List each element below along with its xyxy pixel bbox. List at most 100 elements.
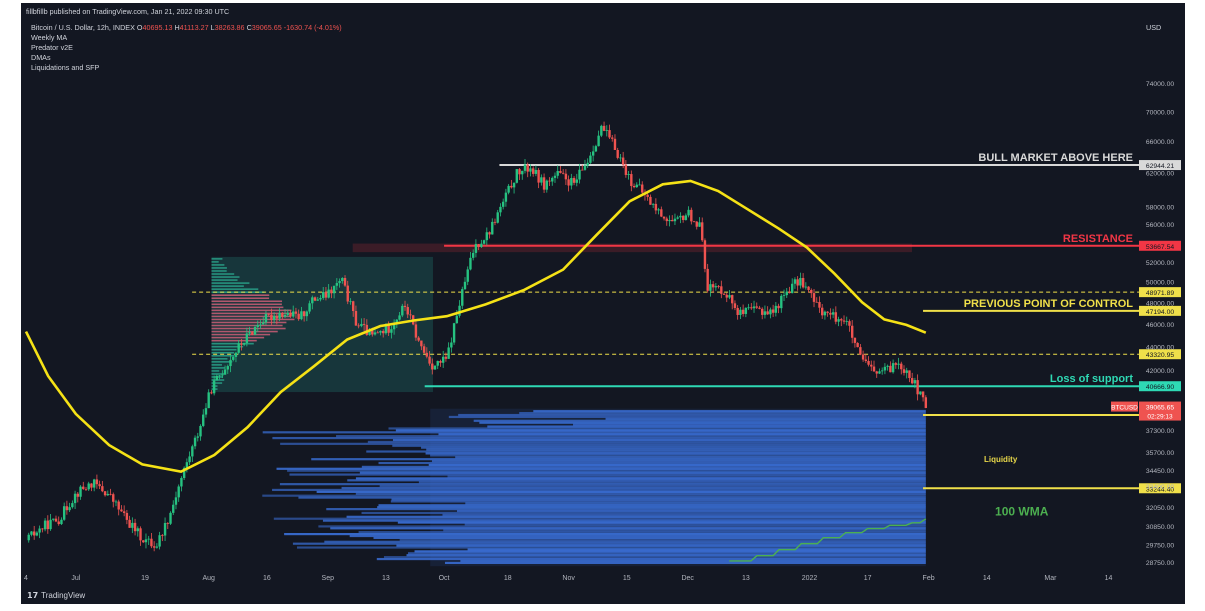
candle-body xyxy=(439,360,442,363)
candle-body xyxy=(722,293,726,295)
candle-body xyxy=(251,332,254,335)
candle-body xyxy=(469,257,472,270)
candle-body xyxy=(548,180,551,182)
candle-body xyxy=(32,531,36,536)
moving-average-line xyxy=(24,179,927,474)
liquidity-bar xyxy=(378,461,926,465)
candle-body xyxy=(845,321,848,322)
candle-body xyxy=(379,330,382,333)
candle-body xyxy=(706,268,709,291)
price-tag-bg xyxy=(1139,287,1181,298)
liquidity-bar xyxy=(262,494,926,497)
candle-body xyxy=(551,177,554,182)
time-tick-label: Jul xyxy=(71,575,80,582)
candle-body xyxy=(660,209,663,217)
volume-profile-bar xyxy=(211,364,222,366)
symbol-line: Bitcoin / U.S. Dollar, 12h, INDEX O40695… xyxy=(31,23,342,33)
candle-body xyxy=(518,169,521,175)
candle-body xyxy=(114,501,118,503)
candle-body xyxy=(733,303,737,308)
candle-body xyxy=(684,215,688,220)
liquidity-bar xyxy=(377,506,926,509)
candle-body xyxy=(128,519,131,528)
candle-body xyxy=(431,363,434,370)
candle-body xyxy=(597,135,600,147)
indicator-weekly-ma[interactable]: Weekly MA xyxy=(31,33,68,42)
candle-body xyxy=(823,311,827,316)
liquidity-bar xyxy=(361,511,926,515)
ohlc-close-label: C xyxy=(246,23,252,32)
volume-profile-bar xyxy=(211,321,287,324)
candle-body xyxy=(908,370,911,379)
candle-body xyxy=(103,491,107,496)
candle-body xyxy=(278,312,281,319)
candle-body xyxy=(761,308,764,315)
volume-profile-bar xyxy=(211,348,237,351)
indicator-liquidations[interactable]: Liquidations and SFP xyxy=(31,63,100,72)
candle-body xyxy=(352,301,355,312)
liquidity-bar xyxy=(298,496,926,499)
candle-body xyxy=(84,488,88,490)
axis-currency[interactable]: USD xyxy=(1146,23,1162,32)
candle-body xyxy=(169,512,172,524)
candle-body xyxy=(739,309,742,315)
candle-body xyxy=(501,201,505,207)
volume-profile-bar xyxy=(211,351,235,354)
candle-body xyxy=(332,285,336,294)
candle-body xyxy=(900,363,903,370)
candle-body xyxy=(654,203,658,211)
candle-body xyxy=(444,356,448,359)
price-tag: 48971.89 xyxy=(1146,290,1175,297)
candle-body xyxy=(837,319,840,322)
candle-body xyxy=(820,307,824,316)
ohlc-low: 38263.86 xyxy=(214,23,245,32)
indicator-dmas[interactable]: DMAs xyxy=(31,53,51,62)
price-tick-label: 62000.00 xyxy=(1146,171,1175,178)
volume-profile-bar xyxy=(211,361,233,363)
candle-body xyxy=(71,503,74,508)
time-tick-label: 2022 xyxy=(802,575,818,582)
candle-body xyxy=(553,175,557,178)
candle-body xyxy=(210,392,213,394)
liquidity-bar xyxy=(287,469,926,472)
time-tick-label: 15 xyxy=(623,575,631,582)
candle-body xyxy=(731,295,734,304)
price-tick-label: 58000.00 xyxy=(1146,204,1175,211)
liquidity-bar xyxy=(292,542,926,545)
candle-body xyxy=(810,289,813,294)
candle-body xyxy=(662,216,666,219)
liquidity-bar xyxy=(396,544,926,547)
candle-body xyxy=(785,291,788,296)
candle-body xyxy=(681,215,685,220)
volume-profile-bar xyxy=(211,373,225,375)
candle-body xyxy=(687,209,690,216)
tradingview-logo[interactable]: 𝟭𝟳 TradingView xyxy=(27,591,85,600)
volume-profile-bar xyxy=(211,336,265,339)
chart-canvas[interactable]: BULL MARKET ABOVE HERE 62944.21 RESISTANCE… xyxy=(21,3,1185,604)
indicator-predator[interactable]: Predator v2E xyxy=(31,43,73,52)
candle-body xyxy=(450,342,453,348)
candle-body xyxy=(889,365,892,373)
candle-body xyxy=(106,493,110,496)
candle-body xyxy=(215,375,219,381)
candle-body xyxy=(564,173,568,180)
price-tick-label: 52000.00 xyxy=(1146,260,1175,267)
candle-body xyxy=(433,365,437,370)
liquidity-bar xyxy=(448,415,926,419)
candle-body xyxy=(510,185,513,188)
candle-body xyxy=(829,312,832,315)
candle-body xyxy=(788,291,791,294)
candle-body xyxy=(98,484,101,487)
candle-body xyxy=(144,539,148,543)
candle-body xyxy=(523,164,527,171)
candle-body xyxy=(578,169,581,180)
volume-profile-bar xyxy=(211,330,278,333)
published-line: fillbfillb published on TradingView.com,… xyxy=(26,7,230,16)
candle-body xyxy=(360,323,363,327)
liquidity-bar xyxy=(273,517,926,520)
liquidity-bar xyxy=(262,431,926,434)
candle-body xyxy=(491,221,494,235)
candle-body xyxy=(651,203,655,205)
candle-body xyxy=(641,184,644,193)
candle-body xyxy=(679,215,682,218)
